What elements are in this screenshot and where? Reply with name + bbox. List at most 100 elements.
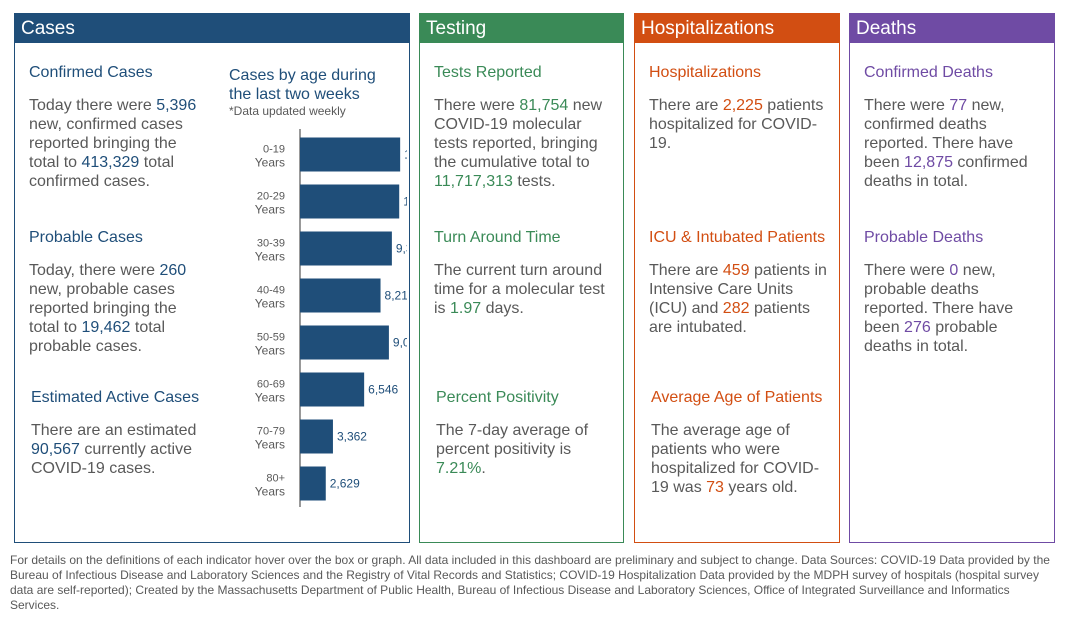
age-category-label-5-0: 60-69 [257,379,285,391]
active-cases-title: Estimated Active Cases [31,389,200,406]
age-category-label-3-0: 40-49 [257,285,285,297]
probable-deaths-text-2: new, probable deaths reported. There hav… [864,262,1014,336]
tests-reported-text-1: There were [434,97,520,114]
age-bar-6[interactable] [300,419,333,454]
tests-reported-text-2: new COVID-19 molecular tests reported, b… [434,97,603,171]
turnaround-text-1: The current turn around time for a molec… [434,262,605,317]
probable-cases-title: Probable Cases [29,229,143,246]
probable-cases-new: 260 [159,262,187,279]
positivity-text-1: The 7-day average of percent positivity … [436,422,589,458]
deaths-header: Deaths [850,14,1054,43]
active-cases-text[interactable]: There are an estimated 90,567 currently … [31,421,211,478]
age-bar-value-label-6: 3,362 [337,430,367,444]
icu-text-1: There are [649,262,723,279]
probable-cases-total: 19,462 [81,319,131,336]
probable-deaths-title: Probable Deaths [864,229,984,246]
hospitalizations-text-2: patients hospitalized for COVID-19. [649,97,824,152]
age-bar-4[interactable] [300,325,389,360]
deaths-panel[interactable]: Deaths Confirmed Deaths There were 77 ne… [849,13,1055,543]
icu-text[interactable]: There are 459 patients in Intensive Care… [649,261,831,337]
hospitalizations-title: Hospitalizations [649,64,762,81]
cases-header: Cases [15,14,409,43]
probable-cases-text-2: new, probable cases reported bringing th… [29,281,177,336]
confirmed-deaths-total: 12,875 [904,154,953,171]
probable-deaths-new: 0 [949,262,959,279]
icu-text-3: patients are intubated. [649,300,810,336]
age-bar-value-label-7: 2,629 [330,477,360,491]
tests-reported-text[interactable]: There were 81,754 new COVID-19 molecular… [434,96,614,191]
tests-reported-new: 81,754 [519,97,569,114]
age-category-label-6-1: Years [255,438,285,452]
age-category-label-1-0: 20-29 [257,191,285,203]
positivity-title: Percent Positivity [436,389,559,406]
age-category-label-5-1: Years [255,391,285,405]
age-category-label-4-0: 50-59 [257,332,285,344]
confirmed-deaths-title: Confirmed Deaths [864,64,993,81]
active-cases-count: 90,567 [31,441,80,458]
confirmed-cases-title: Confirmed Cases [29,64,153,81]
confirmed-cases-text-2: new, confirmed cases reported bringing t… [29,116,183,171]
age-chart-note: *Data updated weekly [229,104,346,118]
active-cases-text-1: There are an estimated [31,422,197,439]
age-bar-value-label-3: 8,217 [385,289,407,303]
age-category-label-4-1: Years [255,344,285,358]
age-bar-value-label-0: 10,220 [404,148,407,162]
tests-reported-title: Tests Reported [434,64,542,81]
confirmed-cases-text[interactable]: Today there were 5,396 new, confirmed ca… [29,96,209,191]
age-bar-value-label-4: 9,072 [393,336,407,350]
positivity-text[interactable]: The 7-day average of percent positivity … [436,421,616,478]
average-age-text-2: years old. [723,479,798,496]
age-category-label-7-1: Years [255,485,285,499]
average-age-text[interactable]: The average age of patients who were hos… [651,421,831,497]
age-bar-0[interactable] [300,137,401,172]
positivity-text-2: . [481,460,486,477]
age-bar-3[interactable] [300,278,381,313]
confirmed-deaths-text-1: There were [864,97,950,114]
confirmed-deaths-text-2: new, confirmed deaths reported. There ha… [864,97,1014,171]
hospitalizations-text-1: There are [649,97,723,114]
age-category-label-6-0: 70-79 [257,426,285,438]
probable-deaths-text-3: probable deaths in total. [864,319,998,355]
icu-count: 459 [722,262,750,279]
confirmed-cases-text-3: total confirmed cases. [29,154,175,190]
age-bar-1[interactable] [300,184,400,219]
confirmed-cases-text-1: Today there were [29,97,157,114]
turnaround-text[interactable]: The current turn around time for a molec… [434,261,614,318]
icu-title: ICU & Intubated Patients [649,229,826,246]
cases-panel[interactable]: Cases Confirmed Cases Today there were 5… [14,13,410,543]
age-category-label-0-0: 0-19 [263,144,285,156]
average-age-title: Average Age of Patients [651,389,823,406]
icu-text-2: patients in Intensive Care Units (ICU) a… [649,262,827,317]
probable-cases-text-3: total probable cases. [29,319,166,355]
age-bar-7[interactable] [300,466,326,501]
probable-cases-text-1: Today, there were [29,262,160,279]
age-category-label-7-0: 80+ [266,473,285,485]
turnaround-text-2: days. [481,300,524,317]
age-bar-value-label-2: 9,375 [396,242,407,256]
age-category-label-0-1: Years [255,156,285,170]
footer-disclaimer: For details on the definitions of each i… [10,553,1050,612]
age-bar-2[interactable] [300,231,392,266]
probable-deaths-total: 276 [904,319,931,336]
testing-header: Testing [420,14,623,43]
cases-by-age-chart[interactable]: 10,2200-19Years10,12420-29Years9,37530-3… [229,129,407,509]
confirmed-deaths-text[interactable]: There were 77 new, confirmed deaths repo… [864,96,1046,191]
hospitalizations-text[interactable]: There are 2,225 patients hospitalized fo… [649,96,831,153]
active-cases-text-2: currently active COVID-19 cases. [31,441,192,477]
confirmed-deaths-text-3: confirmed deaths in total. [864,154,1028,190]
turnaround-title: Turn Around Time [434,229,561,246]
probable-deaths-text-1: There were [864,262,950,279]
turnaround-days: 1.97 [450,300,482,317]
age-category-label-2-0: 30-39 [257,238,285,250]
age-bar-5[interactable] [300,372,365,407]
probable-deaths-text[interactable]: There were 0 new, probable deaths report… [864,261,1046,356]
age-chart-title: Cases by age during the last two weeks [229,67,376,103]
age-bar-value-label-1: 10,124 [403,195,407,209]
age-category-label-2-1: Years [255,250,285,264]
confirmed-cases-total: 413,329 [81,154,140,171]
tests-reported-text-3: tests. [512,173,556,190]
hospitalizations-panel[interactable]: Hospitalizations Hospitalizations There … [634,13,840,543]
hospitalizations-header: Hospitalizations [635,14,839,43]
testing-panel[interactable]: Testing Tests Reported There were 81,754… [419,13,624,543]
probable-cases-text[interactable]: Today, there were 260 new, probable case… [29,261,209,356]
